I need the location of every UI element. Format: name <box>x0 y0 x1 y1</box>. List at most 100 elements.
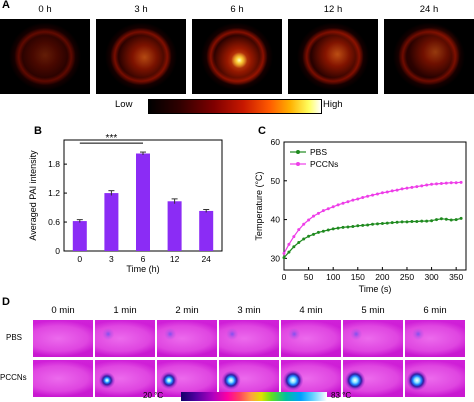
data-point <box>390 221 394 225</box>
thermal-time-label: 3 min <box>237 305 261 316</box>
data-point <box>346 200 350 204</box>
data-point <box>336 203 340 207</box>
data-point <box>395 188 399 192</box>
y-tick-label: 0 <box>55 246 60 256</box>
data-point <box>312 214 316 218</box>
data-point <box>356 197 360 201</box>
pa-colorbar <box>148 99 322 114</box>
panel-a-letter: A <box>2 0 10 11</box>
data-point <box>425 183 429 187</box>
data-point <box>454 218 458 222</box>
data-point <box>371 222 375 226</box>
pa-image <box>96 19 186 94</box>
x-tick-label: 6 <box>141 254 146 264</box>
y-tick-label: 60 <box>271 137 281 147</box>
data-point <box>375 192 379 196</box>
data-point <box>302 237 306 241</box>
thermal-min-label: 20 °C <box>143 391 164 400</box>
line-chart: 30 40 50 60 0 50 100 150 200 250 300 350 PBS PCCNs Tim… <box>254 137 467 294</box>
y-tick-label: 40 <box>271 215 281 225</box>
x-tick-label: 3 <box>109 254 114 264</box>
data-point <box>420 219 424 223</box>
data-point <box>316 211 320 215</box>
bar <box>199 210 214 251</box>
legend-label: PCCNs <box>310 159 338 169</box>
x-tick-label: 12 <box>170 254 180 264</box>
data-point <box>449 181 453 185</box>
plot-frame <box>283 141 467 271</box>
series-line-1 <box>283 181 462 254</box>
data-point <box>282 256 286 260</box>
data-point <box>331 205 335 209</box>
data-point <box>410 185 414 189</box>
bar <box>104 193 119 251</box>
thermal-time-label: 4 min <box>299 305 323 316</box>
data-point <box>312 232 316 236</box>
data-point <box>415 220 419 224</box>
pa-time-label: 24 h <box>419 4 439 15</box>
data-point <box>287 250 291 254</box>
data-point <box>307 218 311 222</box>
thermal-time-label: 6 min <box>423 305 447 316</box>
data-point <box>351 198 355 202</box>
data-point <box>326 228 330 232</box>
thermal-time-label: 1 min <box>113 305 137 316</box>
data-point <box>297 240 301 244</box>
thermal-max-label: 83 °C <box>331 391 352 400</box>
data-point <box>380 221 384 225</box>
data-point <box>449 218 453 222</box>
x-tick-label: 50 <box>304 272 314 282</box>
data-point <box>405 220 409 224</box>
thermal-time-label: 2 min <box>175 305 199 316</box>
y-tick-label: 50 <box>271 176 281 186</box>
thermal-image <box>33 360 93 397</box>
data-point <box>459 216 463 220</box>
y-tick-label: 0.6 <box>48 217 60 227</box>
panel-b-letter: B <box>34 125 42 137</box>
y-tick-label: 1.8 <box>48 159 60 169</box>
data-point <box>439 182 443 186</box>
x-tick-label: 0 <box>77 254 82 264</box>
data-point <box>395 220 399 224</box>
data-point <box>459 180 463 184</box>
data-point <box>351 225 355 229</box>
x-tick-label: 0 <box>282 272 287 282</box>
pa-time-label: 3 h <box>134 4 148 15</box>
thermal-image <box>95 360 155 397</box>
pa-image <box>384 19 474 94</box>
legend-label: PBS <box>310 147 327 157</box>
pa-image <box>0 19 90 94</box>
data-point <box>410 220 414 224</box>
thermal-image <box>157 320 217 357</box>
data-point <box>444 181 448 185</box>
thermal-image <box>343 360 403 397</box>
thermal-time-label: 5 min <box>361 305 385 316</box>
thermal-image <box>281 320 341 357</box>
bar <box>136 153 150 251</box>
data-point <box>405 186 409 190</box>
x-tick-label: 250 <box>400 272 414 282</box>
y-axis-label: Averaged PAI intensity <box>28 150 38 241</box>
data-point <box>287 242 291 246</box>
thermal-image <box>219 320 279 357</box>
data-point <box>292 235 296 239</box>
data-point <box>385 221 389 225</box>
thermal-image <box>405 320 465 357</box>
data-point <box>292 245 296 249</box>
data-point <box>454 181 458 185</box>
legend-marker <box>296 162 300 166</box>
data-point <box>282 251 286 255</box>
x-tick-label: 200 <box>375 272 389 282</box>
x-tick-label: 150 <box>351 272 365 282</box>
data-point <box>326 207 330 211</box>
data-point <box>425 219 429 223</box>
data-point <box>321 229 325 233</box>
y-tick-label: 30 <box>271 253 281 263</box>
data-point <box>420 184 424 188</box>
data-point <box>307 234 311 238</box>
data-point <box>321 209 325 213</box>
data-point <box>341 225 345 229</box>
x-tick-label: 100 <box>326 272 340 282</box>
data-point <box>439 217 443 221</box>
data-point <box>346 225 350 229</box>
